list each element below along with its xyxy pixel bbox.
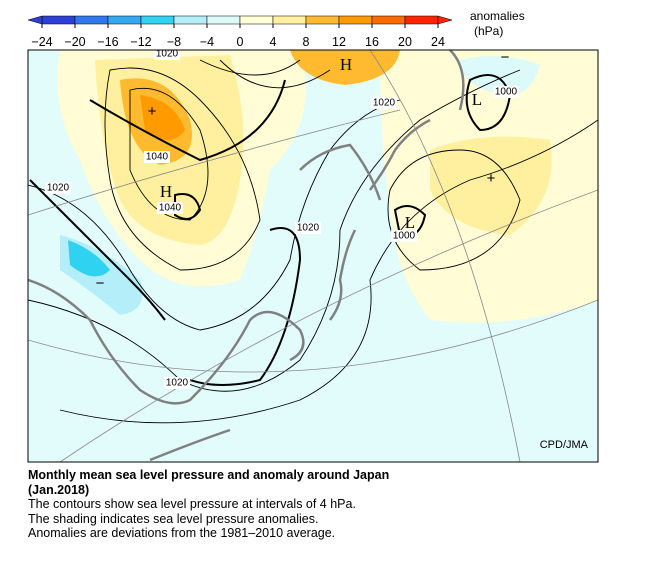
caption-period: (Jan.2018) bbox=[28, 483, 90, 497]
colorbar-tick-label: −16 bbox=[97, 35, 118, 49]
colorbar-end bbox=[27, 15, 43, 25]
anomaly-shading bbox=[68, 240, 110, 277]
colorbar-segment bbox=[206, 15, 241, 25]
caption-line: The contours show sea level pressure at … bbox=[28, 497, 356, 511]
graticule bbox=[28, 50, 598, 462]
contour-label: 1020 bbox=[47, 183, 70, 194]
contour-label-bg bbox=[164, 377, 190, 389]
colorbar-segment bbox=[272, 15, 307, 25]
colorbar-tick-label: −4 bbox=[200, 35, 214, 49]
contour-label: 1020 bbox=[373, 98, 396, 109]
anomaly-sign: + bbox=[487, 170, 496, 187]
contour-label: 1040 bbox=[159, 203, 182, 214]
contour-label: 1020 bbox=[166, 378, 189, 389]
coastline bbox=[28, 50, 465, 462]
contour-label-bg bbox=[144, 151, 170, 163]
credit: CPD/JMA bbox=[540, 439, 589, 451]
contour-label: 1000 bbox=[495, 87, 518, 98]
pressure-center: H bbox=[160, 182, 172, 201]
contour-label-bg bbox=[154, 50, 180, 60]
colorbar-tick-label: 0 bbox=[237, 35, 244, 49]
caption-line: The shading indicates sea level pressure… bbox=[28, 512, 319, 526]
anomaly-shading bbox=[460, 56, 540, 96]
colorbar-segment bbox=[239, 15, 274, 25]
contour-label-bg bbox=[45, 182, 71, 194]
anomaly-shading bbox=[140, 95, 185, 140]
colorbar-end bbox=[437, 15, 453, 25]
contour-label-bg bbox=[295, 222, 321, 234]
contour-label: 1020 bbox=[156, 49, 179, 60]
map: 1020 1020 1040 1020 1040 1020 1000 1000 1020 H H L L… bbox=[28, 49, 598, 462]
colorbar-segment bbox=[305, 15, 340, 25]
contour-label-bg bbox=[391, 230, 417, 242]
colorbar-tick-label: −20 bbox=[64, 35, 85, 49]
colorbar-segment bbox=[107, 15, 142, 25]
colorbar-segment bbox=[74, 15, 109, 25]
caption-title: Monthly mean sea level pressure and anom… bbox=[28, 468, 390, 482]
colorbar-segment bbox=[173, 15, 208, 25]
contour-label-bg bbox=[371, 97, 397, 109]
colorbar-segment bbox=[404, 15, 439, 25]
colorbar-tick-label: 12 bbox=[332, 35, 346, 49]
anomaly-shading bbox=[430, 136, 552, 235]
contour-label: 1020 bbox=[297, 223, 320, 234]
contour-label-bg bbox=[493, 86, 519, 98]
colorbar-tick-label: −8 bbox=[167, 35, 181, 49]
colorbar-tick-label: 24 bbox=[431, 35, 445, 49]
caption-line: Anomalies are deviations from the 1981–2… bbox=[28, 526, 336, 540]
colorbar-tick-label: 8 bbox=[303, 35, 310, 49]
colorbar-segment bbox=[338, 15, 373, 25]
anomaly-sign: + bbox=[148, 103, 157, 120]
colorbar-tick-label: −24 bbox=[31, 35, 52, 49]
pressure-center: H bbox=[340, 55, 352, 74]
anomaly-sign: − bbox=[501, 49, 510, 66]
map-frame bbox=[27, 49, 599, 463]
colorbar-tick-label: 20 bbox=[398, 35, 412, 49]
contour-label-bg bbox=[157, 202, 183, 214]
colorbar-tick-label: 16 bbox=[365, 35, 379, 49]
contour-label: 1040 bbox=[146, 152, 169, 163]
colorbar: −24 −20 −16 −12 −8 −4 0 4 8 12 16 20 24 bbox=[27, 15, 453, 49]
anomaly-sign: − bbox=[96, 275, 105, 292]
colorbar-label: anomalies bbox=[470, 9, 525, 23]
colorbar-tick-label: 4 bbox=[270, 35, 277, 49]
colorbar-tick-label: −12 bbox=[130, 35, 151, 49]
colorbar-unit: (hPa) bbox=[474, 24, 503, 38]
colorbar-segment bbox=[140, 15, 175, 25]
pressure-center: L bbox=[472, 90, 482, 109]
figure: −24 −20 −16 −12 −8 −4 0 4 8 12 16 20 24 anomalies (h… bbox=[27, 9, 599, 463]
contour-label: 1000 bbox=[393, 231, 416, 242]
colorbar-segment bbox=[41, 15, 76, 25]
pressure-center: L bbox=[405, 213, 415, 232]
colorbar-segment bbox=[371, 15, 406, 25]
anomaly-shading bbox=[290, 50, 400, 85]
isobars bbox=[28, 59, 598, 424]
